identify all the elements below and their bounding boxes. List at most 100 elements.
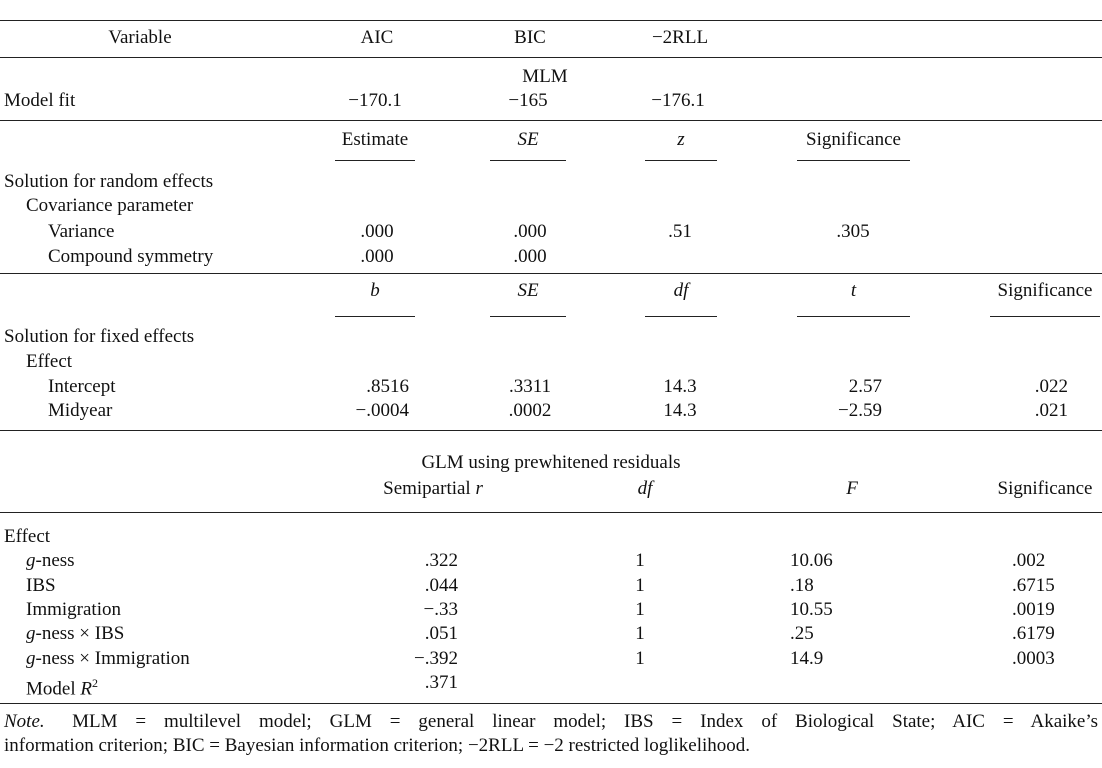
cell: .0002 [508, 400, 552, 421]
cell: 1 [635, 550, 645, 572]
note: Note. MLM = multilevel model; GLM = gene… [4, 711, 1098, 733]
column-header: Significance [806, 129, 901, 150]
note-label: Note. [4, 711, 45, 732]
cell: 1 [635, 598, 645, 620]
cell: −.33 [423, 598, 458, 620]
text-segment: Semipartial [383, 478, 476, 499]
underline [645, 160, 717, 161]
cell: .18 [790, 574, 814, 596]
text-segment: g [26, 647, 36, 669]
underline [797, 316, 910, 317]
row-label: Solution for random effects [4, 171, 214, 192]
cell: .0019 [1012, 598, 1055, 620]
underline [797, 160, 910, 161]
cell: −.0004 [355, 400, 409, 421]
cell: 1 [635, 647, 645, 669]
cell: .51 [668, 221, 692, 242]
note-text: MLM = multilevel model; GLM = general li… [72, 711, 1099, 732]
column-header: t [850, 280, 857, 301]
cell: 10.06 [790, 550, 833, 572]
rule [0, 430, 1102, 431]
column-header: Significance [997, 478, 1093, 499]
cell: .322 [424, 550, 458, 572]
cell: .25 [790, 623, 814, 645]
cell: 1 [635, 623, 645, 645]
cell: −.392 [414, 647, 458, 669]
cell: .002 [1012, 550, 1046, 572]
column-header: F [846, 478, 858, 499]
column-header: z [677, 129, 685, 150]
underline [335, 160, 415, 161]
cell: .3311 [508, 376, 552, 397]
cell: 14.9 [790, 647, 824, 669]
cell: 14.3 [663, 400, 697, 421]
row-label: Compound symmetry [48, 246, 214, 267]
cell: .000 [360, 221, 394, 242]
cell: .000 [360, 246, 394, 267]
text-segment: r [475, 478, 483, 499]
cell: −2.59 [838, 400, 882, 421]
column-header: Estimate [341, 129, 409, 150]
text-segment: -ness × IBS [35, 623, 125, 645]
underline [990, 316, 1100, 317]
cell: .021 [1034, 400, 1068, 421]
text-segment: -ness × Immigration [35, 647, 190, 669]
rule [0, 120, 1102, 121]
rule [0, 273, 1102, 274]
rule [0, 57, 1102, 58]
cell: .8516 [366, 376, 409, 397]
cell: .371 [424, 671, 458, 693]
note-text: information criterion; BIC = Bayesian in… [4, 735, 751, 756]
text-segment: g [26, 550, 36, 572]
cell: .0003 [1012, 647, 1055, 669]
column-header: Semipartial r [383, 478, 483, 500]
section-title: GLM using prewhitened residuals [421, 452, 681, 473]
cell: −165 [508, 90, 548, 111]
cell: 10.55 [790, 598, 833, 620]
underline [335, 316, 415, 317]
text-segment: Model [26, 678, 81, 700]
row-label: IBS [26, 574, 56, 596]
row-label: Variance [48, 221, 115, 242]
row-label: Effect [4, 526, 51, 547]
text-segment: g [26, 623, 36, 645]
text-segment: R [80, 678, 92, 700]
column-header: BIC [514, 27, 546, 48]
row-label: g-ness × Immigration [26, 648, 190, 670]
column-header: b [370, 280, 380, 301]
rule [0, 512, 1102, 513]
cell: .000 [513, 221, 547, 242]
column-header: df [637, 478, 653, 499]
row-label: Solution for fixed effects [4, 326, 195, 347]
row-label: g-ness [26, 550, 75, 572]
cell: 1 [635, 574, 645, 596]
section-title: MLM [522, 66, 568, 87]
row-label: Midyear [48, 400, 113, 421]
underline [645, 316, 717, 317]
row-label: g-ness × IBS [26, 623, 124, 645]
rule [0, 20, 1102, 21]
cell: .022 [1034, 376, 1068, 397]
cell: .305 [836, 221, 870, 242]
cell: 2.57 [848, 376, 882, 397]
row-label: Intercept [48, 376, 116, 397]
column-header: df [673, 280, 689, 301]
column-header: −2RLL [651, 27, 709, 48]
column-header: AIC [360, 27, 394, 48]
cell: .6715 [1012, 574, 1055, 596]
cell: −176.1 [651, 90, 705, 111]
underline [490, 160, 566, 161]
column-header: SE [517, 280, 539, 301]
cell: .6179 [1012, 623, 1055, 645]
row-label: Model fit [4, 90, 76, 111]
row-label: Effect [26, 351, 73, 372]
cell: .000 [513, 246, 547, 267]
cell: −170.1 [348, 90, 402, 111]
rule [0, 703, 1102, 704]
cell: .044 [424, 574, 458, 596]
column-header: SE [517, 129, 539, 150]
column-header: Significance [997, 280, 1093, 301]
text-segment: 2 [91, 675, 98, 690]
cell: 14.3 [663, 376, 697, 397]
